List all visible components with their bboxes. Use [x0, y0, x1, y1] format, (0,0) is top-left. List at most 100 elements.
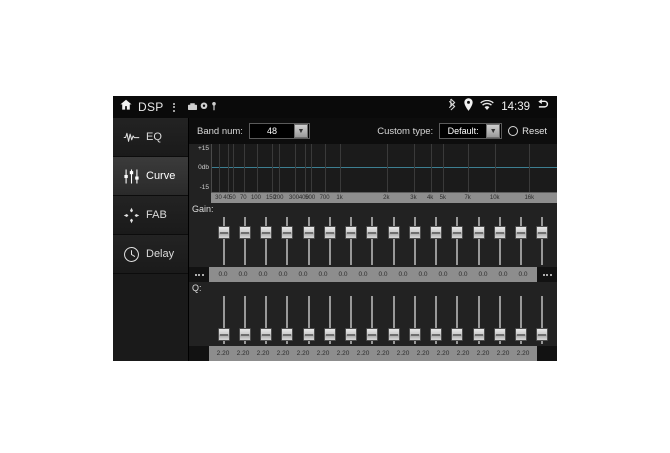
slider[interactable]: [323, 215, 336, 267]
slider-thumb[interactable]: [238, 226, 251, 240]
slider[interactable]: [260, 215, 273, 267]
vertical-dots-icon[interactable]: [169, 102, 179, 112]
slider[interactable]: [302, 215, 315, 267]
slider-track[interactable]: [243, 296, 246, 344]
slider-thumb[interactable]: [217, 226, 230, 240]
slider-thumb[interactable]: [366, 328, 379, 342]
slider-track[interactable]: [307, 217, 310, 265]
slider-track[interactable]: [498, 296, 501, 344]
q-slider-bank[interactable]: [189, 294, 557, 346]
slider-track[interactable]: [265, 217, 268, 265]
slider[interactable]: [430, 294, 443, 346]
slider-thumb[interactable]: [493, 226, 506, 240]
slider-track[interactable]: [477, 296, 480, 344]
slider-track[interactable]: [350, 296, 353, 344]
slider-track[interactable]: [371, 217, 374, 265]
slider[interactable]: [536, 215, 549, 267]
slider-thumb[interactable]: [430, 226, 443, 240]
slider-thumb[interactable]: [281, 328, 294, 342]
slider-track[interactable]: [392, 296, 395, 344]
slider[interactable]: [217, 294, 230, 346]
slider-thumb[interactable]: [238, 328, 251, 342]
slider-thumb[interactable]: [281, 226, 294, 240]
slider-track[interactable]: [328, 217, 331, 265]
slider-track[interactable]: [541, 296, 544, 344]
slider-track[interactable]: [243, 217, 246, 265]
slider[interactable]: [281, 294, 294, 346]
slider-track[interactable]: [477, 217, 480, 265]
slider[interactable]: [345, 294, 358, 346]
slider-track[interactable]: [286, 296, 289, 344]
slider-track[interactable]: [498, 217, 501, 265]
slider-thumb[interactable]: [408, 226, 421, 240]
band-num-select[interactable]: 48 ▼: [248, 123, 310, 139]
slider-thumb[interactable]: [217, 328, 230, 342]
slider[interactable]: [387, 215, 400, 267]
slider[interactable]: [238, 294, 251, 346]
slider-track[interactable]: [371, 296, 374, 344]
slider[interactable]: [217, 215, 230, 267]
slider-track[interactable]: [307, 296, 310, 344]
graph-plot[interactable]: [211, 144, 557, 192]
slider-track[interactable]: [520, 217, 523, 265]
slider-track[interactable]: [265, 296, 268, 344]
slider[interactable]: [472, 294, 485, 346]
chevron-down-icon[interactable]: ▼: [293, 124, 308, 138]
slider-thumb[interactable]: [387, 328, 400, 342]
slider-track[interactable]: [456, 296, 459, 344]
slider[interactable]: [408, 294, 421, 346]
slider[interactable]: [493, 294, 506, 346]
slider-thumb[interactable]: [472, 226, 485, 240]
slider[interactable]: [260, 294, 273, 346]
slider-thumb[interactable]: [260, 226, 273, 240]
slider[interactable]: [408, 215, 421, 267]
slider-thumb[interactable]: [323, 226, 336, 240]
slider-track[interactable]: [413, 217, 416, 265]
slider-thumb[interactable]: [451, 226, 464, 240]
slider-track[interactable]: [392, 217, 395, 265]
gain-slider-bank[interactable]: [189, 215, 557, 267]
slider-thumb[interactable]: [323, 328, 336, 342]
sidebar-item-fab[interactable]: FAB: [113, 196, 188, 235]
slider-track[interactable]: [286, 217, 289, 265]
gain-sliders[interactable]: [209, 215, 557, 267]
slider-thumb[interactable]: [345, 328, 358, 342]
q-sliders[interactable]: [209, 294, 557, 346]
slider[interactable]: [536, 294, 549, 346]
slider-thumb[interactable]: [430, 328, 443, 342]
slider-thumb[interactable]: [408, 328, 421, 342]
slider-thumb[interactable]: [515, 328, 528, 342]
slider[interactable]: [430, 215, 443, 267]
slider-thumb[interactable]: [536, 226, 549, 240]
slider[interactable]: [387, 294, 400, 346]
slider-track[interactable]: [456, 217, 459, 265]
slider[interactable]: [515, 294, 528, 346]
chevron-down-icon[interactable]: ▼: [486, 124, 501, 138]
slider[interactable]: [451, 294, 464, 346]
slider[interactable]: [238, 215, 251, 267]
slider-thumb[interactable]: [302, 328, 315, 342]
slider[interactable]: [515, 215, 528, 267]
slider-track[interactable]: [541, 217, 544, 265]
slider[interactable]: [323, 294, 336, 346]
slider-thumb[interactable]: [493, 328, 506, 342]
custom-type-select[interactable]: Default: ▼: [439, 123, 503, 139]
slider-thumb[interactable]: [366, 226, 379, 240]
slider-thumb[interactable]: [515, 226, 528, 240]
slider-track[interactable]: [520, 296, 523, 344]
eq-curve-graph[interactable]: +15 0db -15: [189, 144, 557, 192]
slider[interactable]: [345, 215, 358, 267]
slider-thumb[interactable]: [387, 226, 400, 240]
reset-button[interactable]: Reset: [508, 126, 549, 137]
slider-thumb[interactable]: [451, 328, 464, 342]
slider[interactable]: [472, 215, 485, 267]
slider-track[interactable]: [350, 217, 353, 265]
slider-thumb[interactable]: [345, 226, 358, 240]
slider-thumb[interactable]: [472, 328, 485, 342]
slider-thumb[interactable]: [536, 328, 549, 342]
reset-radio[interactable]: [508, 126, 519, 136]
back-arrow-icon[interactable]: [537, 98, 550, 116]
slider-track[interactable]: [222, 217, 225, 265]
slider[interactable]: [366, 215, 379, 267]
slider[interactable]: [281, 215, 294, 267]
